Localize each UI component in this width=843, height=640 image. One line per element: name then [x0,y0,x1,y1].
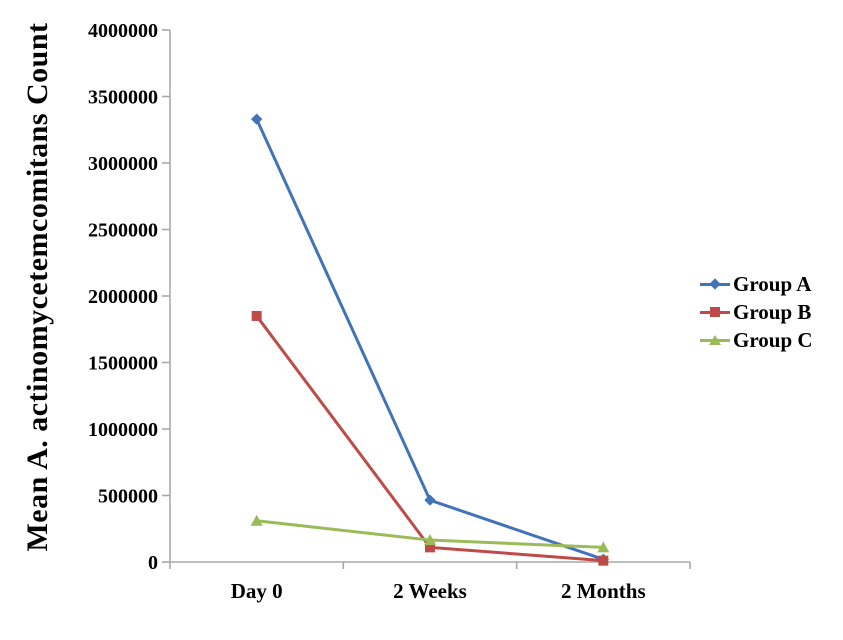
series-line-group-a [255,117,605,561]
x-category-label: 2 Weeks [393,579,467,603]
x-category-label: Day 0 [231,579,283,603]
y-tick-label: 3000000 [88,153,158,175]
triangle-marker-icon [700,333,730,347]
legend-item-group-b: Group B [700,300,813,324]
y-tick-label: 1000000 [88,419,158,441]
y-tick-label: 500000 [98,486,158,508]
y-tick-label: 0 [148,552,158,574]
series-marker-group-b [598,555,609,566]
series-marker-group-c [424,534,436,546]
y-tick-label: 4000000 [88,20,158,42]
x-category-label: 2 Months [561,579,646,603]
series-marker-group-b [251,310,262,321]
series-marker-group-a [424,494,436,506]
legend-item-group-c: Group C [700,328,813,352]
series-marker-group-c [597,541,610,553]
series-marker-group-b [425,542,435,553]
legend-item-group-a: Group A [700,272,813,296]
legend-label-group-a: Group A [733,271,812,296]
legend-label-group-b: Group B [733,299,812,324]
series-marker-group-c [250,514,263,526]
series-line-group-b [255,314,605,563]
square-marker-icon [700,305,730,319]
diamond-marker-icon [700,277,730,291]
legend-label-group-c: Group C [733,327,813,352]
series-marker-group-a [251,113,263,125]
chart-legend: Group A Group B Group C [700,272,813,356]
y-tick-label: 1500000 [88,353,158,375]
y-tick-label: 2000000 [88,286,158,308]
y-tick-label: 2500000 [88,220,158,242]
y-tick-label: 3500000 [88,87,158,109]
